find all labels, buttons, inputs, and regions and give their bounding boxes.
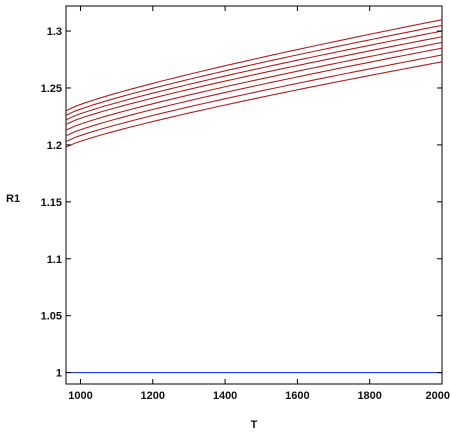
x-tick-label: 1000	[68, 390, 92, 402]
y-tick-label: 1.05	[41, 311, 62, 323]
x-axis-label: T	[251, 419, 258, 431]
x-tick-label: 1200	[141, 390, 165, 402]
series-line-6	[65, 47, 443, 137]
y-tick-label: 1	[56, 368, 62, 380]
series-line-5	[65, 41, 443, 131]
y-axis-ticks: 1 1.05 1.1 1.15 1.2 1.25 1.3	[41, 26, 442, 380]
x-tick-label: 1600	[285, 390, 309, 402]
y-tick-label: 1.15	[41, 197, 62, 209]
series-line-7	[65, 54, 443, 142]
series-line-2	[65, 24, 443, 116]
series-line-4	[65, 36, 443, 125]
y-tick-label: 1.2	[47, 140, 62, 152]
y-axis-label: R1	[6, 193, 20, 205]
series-line-8	[65, 61, 443, 148]
series-line-3	[65, 30, 443, 121]
plot-frame	[65, 5, 443, 385]
x-tick-label: 1400	[213, 390, 237, 402]
y-tick-label: 1.1	[47, 254, 62, 266]
y-tick-label: 1.3	[47, 26, 62, 38]
plot-border	[65, 5, 443, 385]
series-curves	[65, 19, 443, 374]
x-tick-label: 1800	[357, 390, 381, 402]
series-line-1	[65, 19, 443, 112]
x-tick-label: 2000	[426, 390, 450, 402]
y-tick-label: 1.25	[41, 83, 62, 95]
x-axis-ticks: 1000 1200 1400 1600 1800 2000	[68, 6, 450, 402]
